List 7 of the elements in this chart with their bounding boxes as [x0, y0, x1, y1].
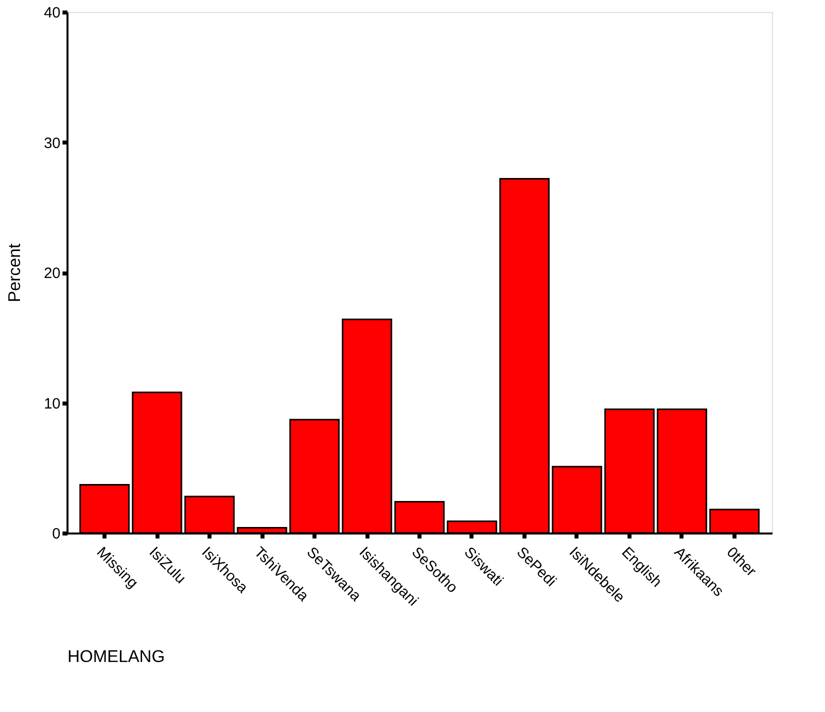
y-tick-label: 10: [44, 395, 60, 412]
y-tick-label: 20: [44, 265, 60, 282]
y-tick-label: 40: [44, 4, 60, 22]
y-tick-label: 30: [44, 134, 60, 152]
y-axis-title: Percent: [4, 243, 24, 302]
y-tick-label: 0: [52, 526, 60, 542]
x-axis-title: HOMELANG: [68, 646, 165, 666]
